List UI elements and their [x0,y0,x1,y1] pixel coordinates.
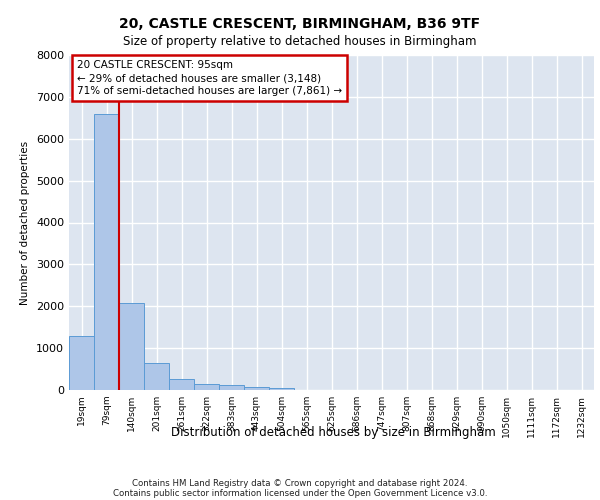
Bar [169,378,194,390]
Text: Contains HM Land Registry data © Crown copyright and database right 2024.: Contains HM Land Registry data © Crown c… [132,478,468,488]
Y-axis label: Number of detached properties: Number of detached properties [20,140,31,304]
Bar [144,363,169,390]
Text: 20, CASTLE CRESCENT, BIRMINGHAM, B36 9TF: 20, CASTLE CRESCENT, BIRMINGHAM, B36 9TF [119,18,481,32]
Text: Distribution of detached houses by size in Birmingham: Distribution of detached houses by size … [170,426,496,439]
Bar [69,336,94,390]
Bar [194,384,219,390]
Bar [219,386,244,390]
Text: 20 CASTLE CRESCENT: 95sqm
← 29% of detached houses are smaller (3,148)
71% of se: 20 CASTLE CRESCENT: 95sqm ← 29% of detac… [77,60,342,96]
Bar [269,388,294,390]
Bar [119,304,144,390]
Bar [94,114,119,390]
Text: Contains public sector information licensed under the Open Government Licence v3: Contains public sector information licen… [113,488,487,498]
Text: Size of property relative to detached houses in Birmingham: Size of property relative to detached ho… [123,35,477,48]
Bar [244,387,269,390]
